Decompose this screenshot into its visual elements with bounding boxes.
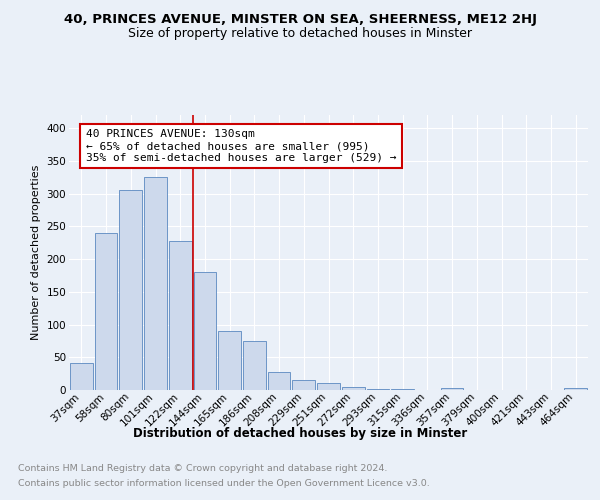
Bar	[243, 341, 266, 390]
Bar	[317, 384, 340, 390]
Bar	[342, 388, 365, 390]
Bar	[441, 388, 463, 390]
Text: 40 PRINCES AVENUE: 130sqm
← 65% of detached houses are smaller (995)
35% of semi: 40 PRINCES AVENUE: 130sqm ← 65% of detac…	[86, 130, 397, 162]
Bar	[367, 388, 389, 390]
Bar	[218, 331, 241, 390]
Text: Size of property relative to detached houses in Minster: Size of property relative to detached ho…	[128, 28, 472, 40]
Bar	[194, 272, 216, 390]
Bar	[70, 362, 93, 390]
Text: Contains public sector information licensed under the Open Government Licence v3: Contains public sector information licen…	[18, 479, 430, 488]
Bar	[169, 240, 191, 390]
Bar	[292, 380, 315, 390]
Text: 40, PRINCES AVENUE, MINSTER ON SEA, SHEERNESS, ME12 2HJ: 40, PRINCES AVENUE, MINSTER ON SEA, SHEE…	[64, 12, 536, 26]
Text: Contains HM Land Registry data © Crown copyright and database right 2024.: Contains HM Land Registry data © Crown c…	[18, 464, 388, 473]
Bar	[144, 177, 167, 390]
Bar	[95, 233, 118, 390]
Bar	[564, 388, 587, 390]
Bar	[268, 372, 290, 390]
Y-axis label: Number of detached properties: Number of detached properties	[31, 165, 41, 340]
Bar	[119, 190, 142, 390]
Text: Distribution of detached houses by size in Minster: Distribution of detached houses by size …	[133, 428, 467, 440]
